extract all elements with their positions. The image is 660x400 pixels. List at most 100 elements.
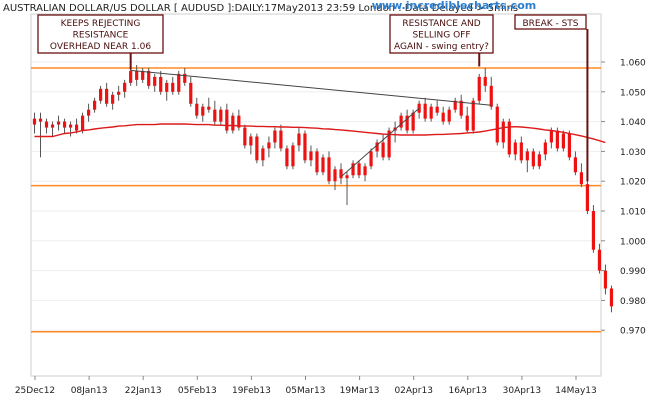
x-tick-label: 30Apr13	[503, 386, 541, 396]
candle-body	[303, 133, 307, 161]
x-tick-label: 08Jan13	[71, 386, 108, 396]
candle-body	[147, 70, 151, 86]
candle-body	[519, 142, 523, 161]
y-tick-label: 0.980	[620, 297, 646, 307]
candle-body	[591, 211, 596, 250]
candle-body	[213, 109, 217, 122]
candle-body	[363, 166, 367, 176]
support-resistance-lines	[31, 67, 601, 333]
candle-body	[495, 106, 499, 143]
candle-body	[477, 76, 481, 101]
y-tick-label: 1.000	[620, 237, 646, 247]
annotation-box	[514, 14, 587, 30]
candle-body	[507, 121, 511, 155]
annotation-text: KEEPS REJECTING	[61, 19, 141, 29]
candle-body	[399, 115, 403, 128]
candle-body	[177, 73, 181, 92]
x-tick-label: 19Mar13	[340, 386, 380, 396]
candle-body	[38, 118, 43, 122]
y-tick-label: 1.020	[620, 178, 646, 188]
candle-body	[609, 288, 614, 307]
candle-body	[291, 145, 295, 167]
candle-body	[573, 157, 577, 173]
annotation-box	[389, 14, 494, 54]
candle-body	[387, 130, 391, 158]
candle-body	[585, 184, 590, 211]
candle-body	[435, 106, 439, 113]
candle-body	[405, 115, 409, 131]
candle-body	[543, 142, 547, 155]
candle-body	[117, 91, 121, 95]
candle-body	[231, 115, 235, 131]
trendline	[340, 107, 420, 178]
candle-body	[513, 142, 517, 155]
candle-body	[195, 103, 199, 116]
x-tick-label: 14May13	[555, 386, 597, 396]
candle-body	[123, 82, 127, 92]
candle-body	[207, 106, 211, 110]
annotation-text: BREAK - STS	[522, 19, 578, 29]
candle-body	[261, 148, 265, 161]
candle-body	[129, 70, 133, 83]
candle-body	[171, 82, 175, 92]
y-tick-label: 1.030	[620, 148, 646, 158]
candle-body	[447, 109, 451, 122]
watermark: www.incrediblecharts.com	[372, 0, 536, 12]
y-tick-label: 1.040	[620, 118, 646, 128]
chart-title: AUSTRALIAN DOLLAR/US DOLLAR [ AUDUSD ]:D…	[3, 3, 518, 14]
candle-body	[471, 100, 475, 131]
annotation-text: RESISTANCE	[73, 31, 129, 41]
candle-body	[225, 109, 229, 131]
candle-body	[339, 169, 343, 179]
annotation-box	[37, 14, 164, 54]
trendlines	[130, 69, 492, 178]
candle-body	[285, 148, 289, 167]
candle-body	[357, 163, 361, 176]
candle-body	[465, 115, 469, 131]
candle-body	[369, 151, 373, 167]
candle-body	[99, 88, 103, 101]
candle-body	[345, 175, 349, 179]
candle-body	[219, 109, 223, 122]
moving-average	[34, 123, 606, 144]
candle-body	[153, 76, 157, 86]
candle-body	[429, 106, 433, 119]
candle-body	[249, 136, 253, 146]
candle-body	[183, 73, 187, 83]
candle-body	[381, 142, 385, 158]
candle-body	[579, 172, 584, 185]
x-tick-label: 19Feb13	[232, 386, 271, 396]
candle-body	[537, 154, 541, 167]
y-tick-label: 1.010	[620, 208, 646, 218]
x-tick-label: 16Apr13	[449, 386, 487, 396]
candle-body	[321, 157, 325, 173]
candle-body	[80, 115, 85, 131]
x-tick-label: 22Jan13	[125, 386, 162, 396]
candle-body	[255, 136, 259, 161]
y-tick-label: 1.060	[620, 59, 646, 69]
x-tick-label: 25Dec12	[15, 386, 55, 396]
candle-body	[567, 133, 571, 158]
candle-body	[141, 70, 145, 80]
candle-body	[453, 100, 457, 110]
candle-body	[50, 124, 55, 128]
candle-body	[309, 151, 313, 161]
candle-body	[315, 151, 319, 173]
candle-body	[189, 82, 193, 104]
annotation-text: AGAIN - swing entry?	[394, 42, 489, 52]
candle-body	[441, 112, 445, 122]
candle-body	[297, 133, 301, 146]
candle-body	[74, 124, 79, 131]
candle-body	[44, 121, 49, 128]
candle-body	[327, 157, 331, 182]
x-tick-label: 05Feb13	[178, 386, 217, 396]
candle-body	[531, 151, 535, 167]
y-tick-label: 1.050	[620, 88, 646, 98]
candle-body	[267, 142, 271, 149]
candle-body	[561, 133, 565, 149]
candle-body	[483, 76, 487, 86]
candle-body	[32, 118, 37, 125]
